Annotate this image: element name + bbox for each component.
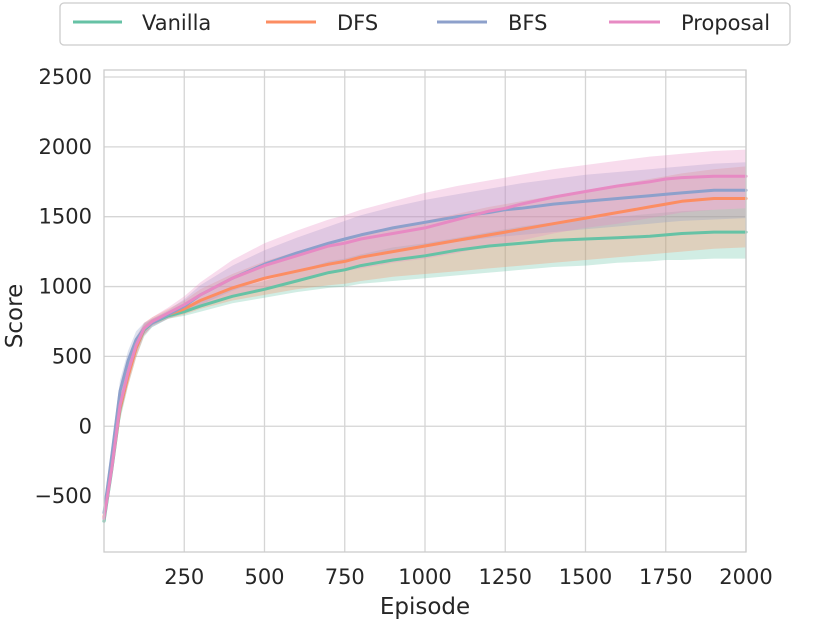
y-tick-label: 1000 bbox=[39, 275, 92, 299]
x-tick-label: 250 bbox=[164, 565, 204, 589]
series-line-proposal bbox=[102, 174, 748, 520]
grid bbox=[104, 70, 747, 552]
x-axis-ticks: 250 500 750 1000 1250 1500 1750 2000 bbox=[164, 565, 773, 589]
y-tick-label: 2000 bbox=[39, 135, 92, 159]
legend-label-vanilla: Vanilla bbox=[142, 11, 211, 35]
plot-frame bbox=[103, 69, 747, 553]
legend-label-proposal: Proposal bbox=[681, 11, 770, 35]
band-proposal bbox=[104, 149, 746, 526]
band-dfs bbox=[104, 166, 746, 525]
x-tick-label: 1250 bbox=[479, 565, 532, 589]
y-axis-label: Score bbox=[2, 284, 28, 348]
x-axis-label: Episode bbox=[380, 594, 470, 620]
series-lines bbox=[102, 174, 748, 523]
x-tick-label: 1500 bbox=[559, 565, 612, 589]
y-axis-ticks: −500 0 500 1000 1500 2000 2500 bbox=[34, 65, 92, 508]
band-bfs bbox=[104, 162, 746, 523]
x-tick-label: 1000 bbox=[398, 565, 451, 589]
x-tick-label: 750 bbox=[325, 565, 365, 589]
x-tick-label: 2000 bbox=[719, 565, 772, 589]
y-tick-label: 500 bbox=[52, 344, 92, 368]
legend-frame bbox=[59, 2, 791, 46]
legend-label-bfs: BFS bbox=[508, 11, 547, 35]
y-tick-label: 1500 bbox=[39, 205, 92, 229]
y-tick-label: 2500 bbox=[39, 65, 92, 89]
y-tick-label: 0 bbox=[79, 414, 92, 438]
legend: Vanilla DFS BFS Proposal bbox=[59, 2, 791, 46]
legend-label-dfs: DFS bbox=[337, 11, 378, 35]
x-tick-label: 500 bbox=[244, 565, 284, 589]
y-tick-label: −500 bbox=[34, 484, 92, 508]
x-tick-label: 1750 bbox=[639, 565, 692, 589]
